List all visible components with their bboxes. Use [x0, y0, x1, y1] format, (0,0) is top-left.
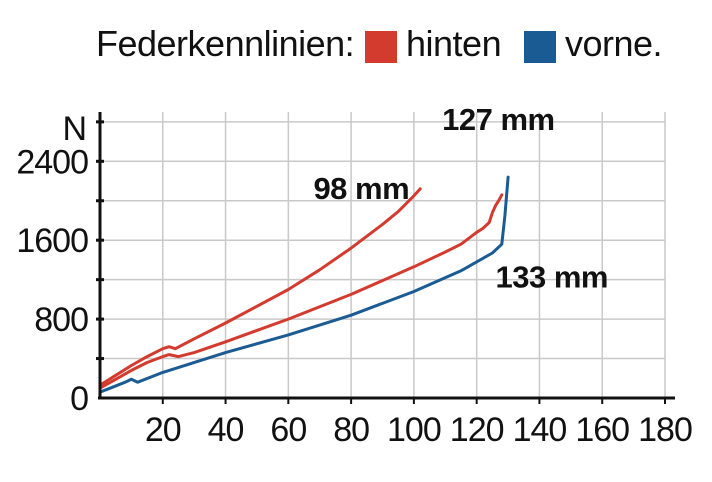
x-tick-label: 60	[270, 411, 306, 449]
y-axis-label: N	[62, 110, 86, 148]
x-tick-label: 120	[450, 411, 504, 449]
x-tick-label: 180	[638, 411, 692, 449]
annotation-label-2: 133 mm	[496, 260, 608, 295]
y-tick-label: 2400	[16, 143, 88, 181]
legend-swatch-vorne	[524, 31, 556, 63]
y-tick-label: 1600	[16, 222, 88, 260]
series-line-0	[98, 187, 422, 387]
chart-title: Federkennlinien:	[96, 23, 354, 64]
chart-legend: Federkennlinien: hinten vorne.	[96, 23, 663, 64]
annotation-label-1: 127 mm	[442, 102, 554, 137]
legend-swatch-hinten	[365, 31, 397, 63]
x-tick-label: 140	[513, 411, 567, 449]
y-tick-label: 0	[70, 380, 88, 418]
grid	[100, 112, 666, 398]
x-tick-label: 80	[333, 411, 369, 449]
x-tick-label: 100	[387, 411, 441, 449]
legend-label-vorne: vorne.	[565, 23, 662, 64]
y-tick-label: 800	[34, 301, 88, 339]
legend-label-hinten: hinten	[406, 23, 501, 64]
x-tick-label: 20	[145, 411, 181, 449]
x-tick-label: 40	[208, 411, 244, 449]
x-tick-label: 160	[575, 411, 629, 449]
series-line-2	[98, 175, 510, 394]
annotation-label-0: 98 mm	[313, 171, 409, 206]
series-line-1	[98, 193, 504, 390]
